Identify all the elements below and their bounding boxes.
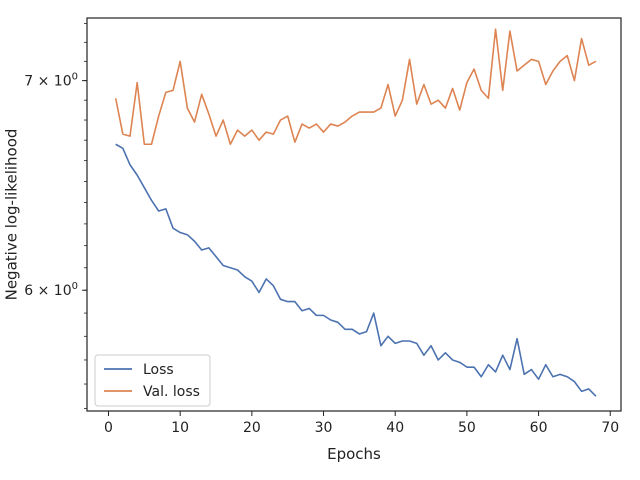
legend-box (94, 354, 211, 407)
series-line-loss (115, 143, 597, 397)
x-tick-label: 30 (315, 420, 333, 436)
x-axis-label: Epochs (327, 445, 381, 463)
y-tick-label: 6 × 100 (24, 281, 78, 299)
x-tick-label: 0 (104, 420, 113, 436)
plot-area (114, 28, 597, 397)
x-tick-label: 70 (601, 420, 619, 436)
plot-frame (86, 17, 622, 412)
x-tick-label: 40 (386, 420, 404, 436)
x-tick-label: 20 (243, 420, 261, 436)
x-tick-label: 50 (458, 420, 476, 436)
legend-label: Loss (143, 362, 174, 378)
y-tick-label: 7 × 100 (24, 72, 78, 90)
legend: Loss Val. loss (94, 354, 211, 407)
series-line-val-loss (114, 28, 597, 146)
y-axis-label: Negative log-likelihood (2, 129, 20, 301)
y-axis: 6 × 100 7 × 100 (24, 23, 87, 409)
x-axis: 0 10 20 30 40 50 60 70 (104, 411, 619, 436)
legend-label: Val. loss (143, 384, 200, 400)
x-tick-label: 10 (171, 420, 189, 436)
x-tick-label: 60 (530, 420, 548, 436)
